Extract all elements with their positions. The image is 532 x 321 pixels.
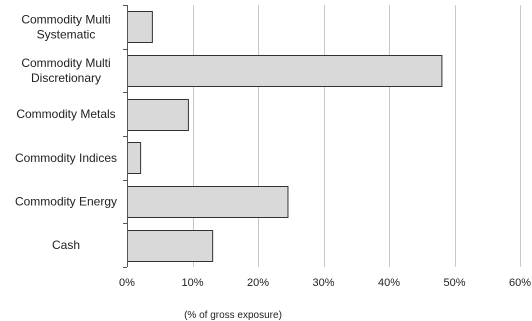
x-tick-label-0: 0% xyxy=(119,277,135,289)
x-tick-labels: 0% 10% 20% 30% 40% 50% 60% xyxy=(119,277,531,289)
bar-5 xyxy=(127,230,214,262)
x-tick-label-5: 50% xyxy=(443,277,465,289)
bar-3 xyxy=(127,142,142,174)
x-tick-label-3: 30% xyxy=(312,277,334,289)
category-label-4: Commodity Energy xyxy=(15,195,117,209)
x-tick-label-2: 20% xyxy=(247,277,269,289)
gridlines xyxy=(193,5,521,267)
x-tick-label-4: 40% xyxy=(378,277,400,289)
category-label-1: Commodity Multi Discretionary xyxy=(21,56,110,85)
bars xyxy=(127,11,443,262)
category-labels: Commodity Multi Systematic Commodity Multi… xyxy=(15,12,117,252)
category-label-3: Commodity Indices xyxy=(15,151,117,165)
bar-0 xyxy=(127,11,153,43)
bar-1 xyxy=(127,55,443,87)
bar-2 xyxy=(127,99,189,131)
x-tick-label-6: 60% xyxy=(509,277,531,289)
bar-4 xyxy=(127,186,289,218)
x-tick-label-1: 10% xyxy=(181,277,203,289)
x-axis-title: (% of gross exposure) xyxy=(184,310,282,321)
category-label-5: Cash xyxy=(52,238,80,252)
category-label-2: Commodity Metals xyxy=(16,107,115,121)
category-label-0: Commodity Multi Systematic xyxy=(21,12,110,41)
